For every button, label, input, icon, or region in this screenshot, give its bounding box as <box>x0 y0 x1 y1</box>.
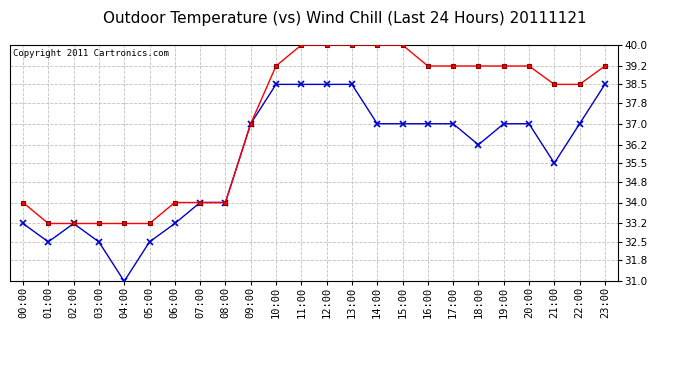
Text: Copyright 2011 Cartronics.com: Copyright 2011 Cartronics.com <box>13 48 169 57</box>
Text: Outdoor Temperature (vs) Wind Chill (Last 24 Hours) 20111121: Outdoor Temperature (vs) Wind Chill (Las… <box>104 11 586 26</box>
